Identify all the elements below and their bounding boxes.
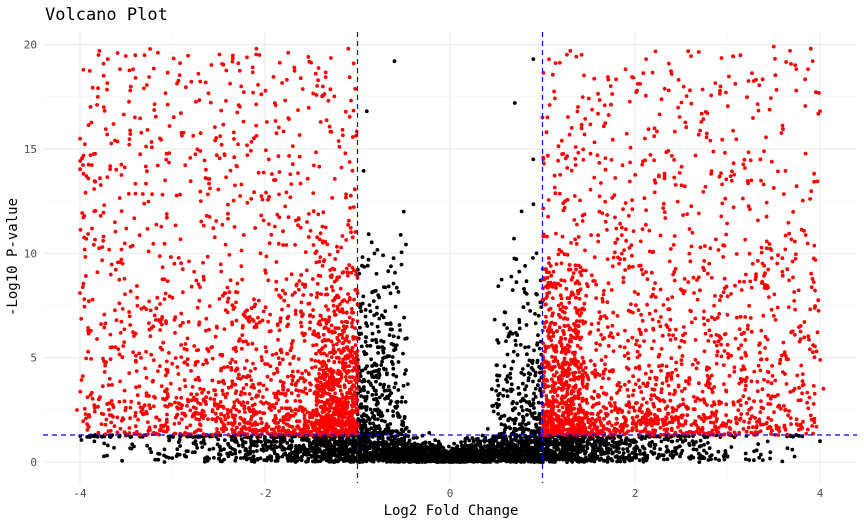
chart-title: Volcano Plot (45, 5, 168, 25)
axis-ticks: -4 -2 0 2 4 0 5 10 15 20 (24, 39, 824, 500)
y-axis-label: -Log10 P-value (5, 198, 21, 316)
x-tick-label: -4 (73, 487, 87, 500)
y-tick-label: 15 (24, 143, 37, 156)
significant-points (75, 44, 826, 437)
y-tick-label: 10 (24, 247, 37, 260)
threshold-lines (43, 32, 857, 483)
data-points (75, 44, 826, 465)
x-tick-label: 2 (632, 487, 639, 500)
y-tick-label: 0 (30, 456, 37, 469)
x-tick-label: -2 (258, 487, 271, 500)
x-tick-label: 4 (817, 487, 824, 500)
y-tick-label: 5 (30, 352, 37, 365)
x-tick-label: 0 (447, 487, 454, 500)
y-tick-label: 20 (24, 39, 37, 52)
grid (43, 32, 857, 483)
x-axis-label: Log2 Fold Change (384, 503, 519, 519)
